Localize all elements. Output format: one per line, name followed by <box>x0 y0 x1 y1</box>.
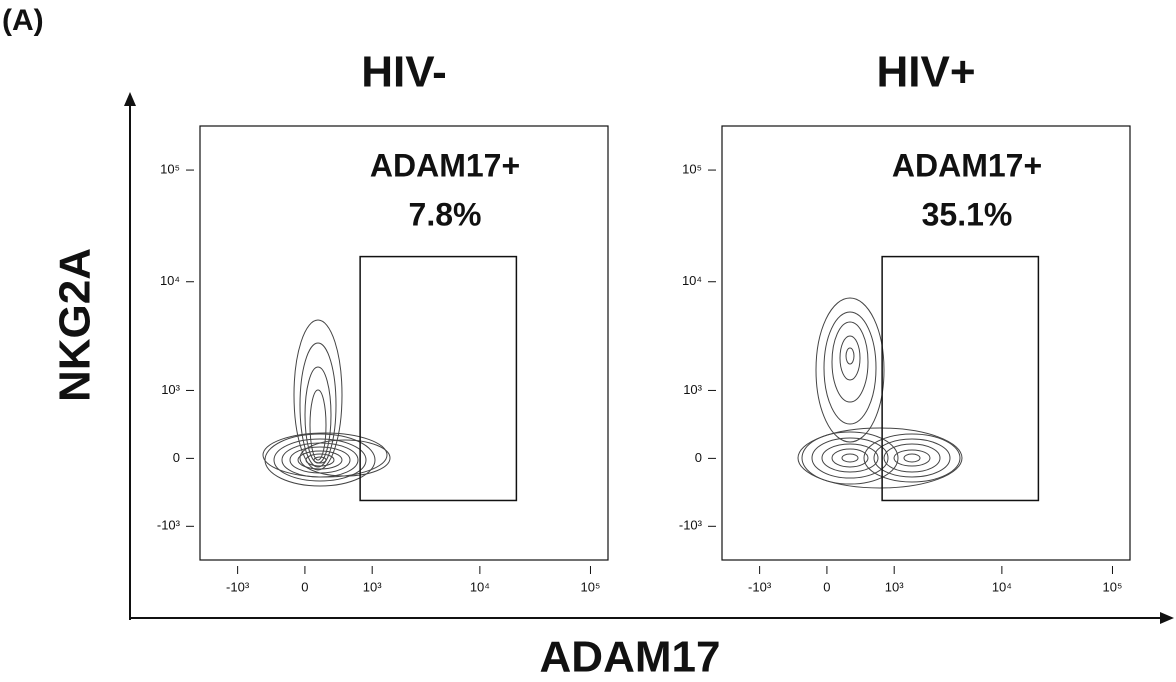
y-tick-label: 10⁴ <box>160 273 180 288</box>
y-tick-label: 0 <box>173 450 180 465</box>
panel-label: (A) <box>2 4 44 37</box>
x-tick-label: 10⁵ <box>581 579 601 594</box>
y-tick-label: 10⁵ <box>682 162 702 177</box>
x-tick-label: 10³ <box>363 579 382 594</box>
y-tick-label: 10⁵ <box>160 162 180 177</box>
x-tick-label: 10³ <box>885 579 904 594</box>
gate-name: ADAM17+ <box>892 147 1042 183</box>
gate <box>881 255 1040 502</box>
y-tick-label: -10³ <box>157 518 181 533</box>
y-tick-label: 10³ <box>683 382 702 397</box>
x-tick-label: 0 <box>823 579 830 594</box>
y-tick-label: 0 <box>695 450 702 465</box>
x-tick-label: 10⁵ <box>1103 579 1123 594</box>
x-tick-label: 0 <box>301 579 308 594</box>
plot-frame <box>721 125 1131 561</box>
y-tick-label: -10³ <box>679 518 703 533</box>
x-tick-label: 10⁴ <box>470 579 490 594</box>
x-axis-label: ADAM17 <box>540 633 721 682</box>
x-tick-label: -10³ <box>748 579 772 594</box>
y-tick-label: 10³ <box>161 382 180 397</box>
gate-name: ADAM17+ <box>370 147 520 183</box>
plot-frame <box>199 125 609 561</box>
x-tick-label: -10³ <box>226 579 250 594</box>
gate-percent: 7.8% <box>409 196 482 232</box>
panel-title: HIV+ <box>876 48 975 97</box>
arrow-head <box>124 92 136 106</box>
contours <box>262 297 963 489</box>
y-axis-label: NKG2A <box>51 248 100 402</box>
gate-percent: 35.1% <box>922 196 1013 232</box>
gate <box>359 255 518 502</box>
panel-title: HIV- <box>361 48 447 97</box>
x-tick-label: 10⁴ <box>992 579 1012 594</box>
y-tick-label: 10⁴ <box>682 273 702 288</box>
arrow-head <box>1160 612 1174 624</box>
